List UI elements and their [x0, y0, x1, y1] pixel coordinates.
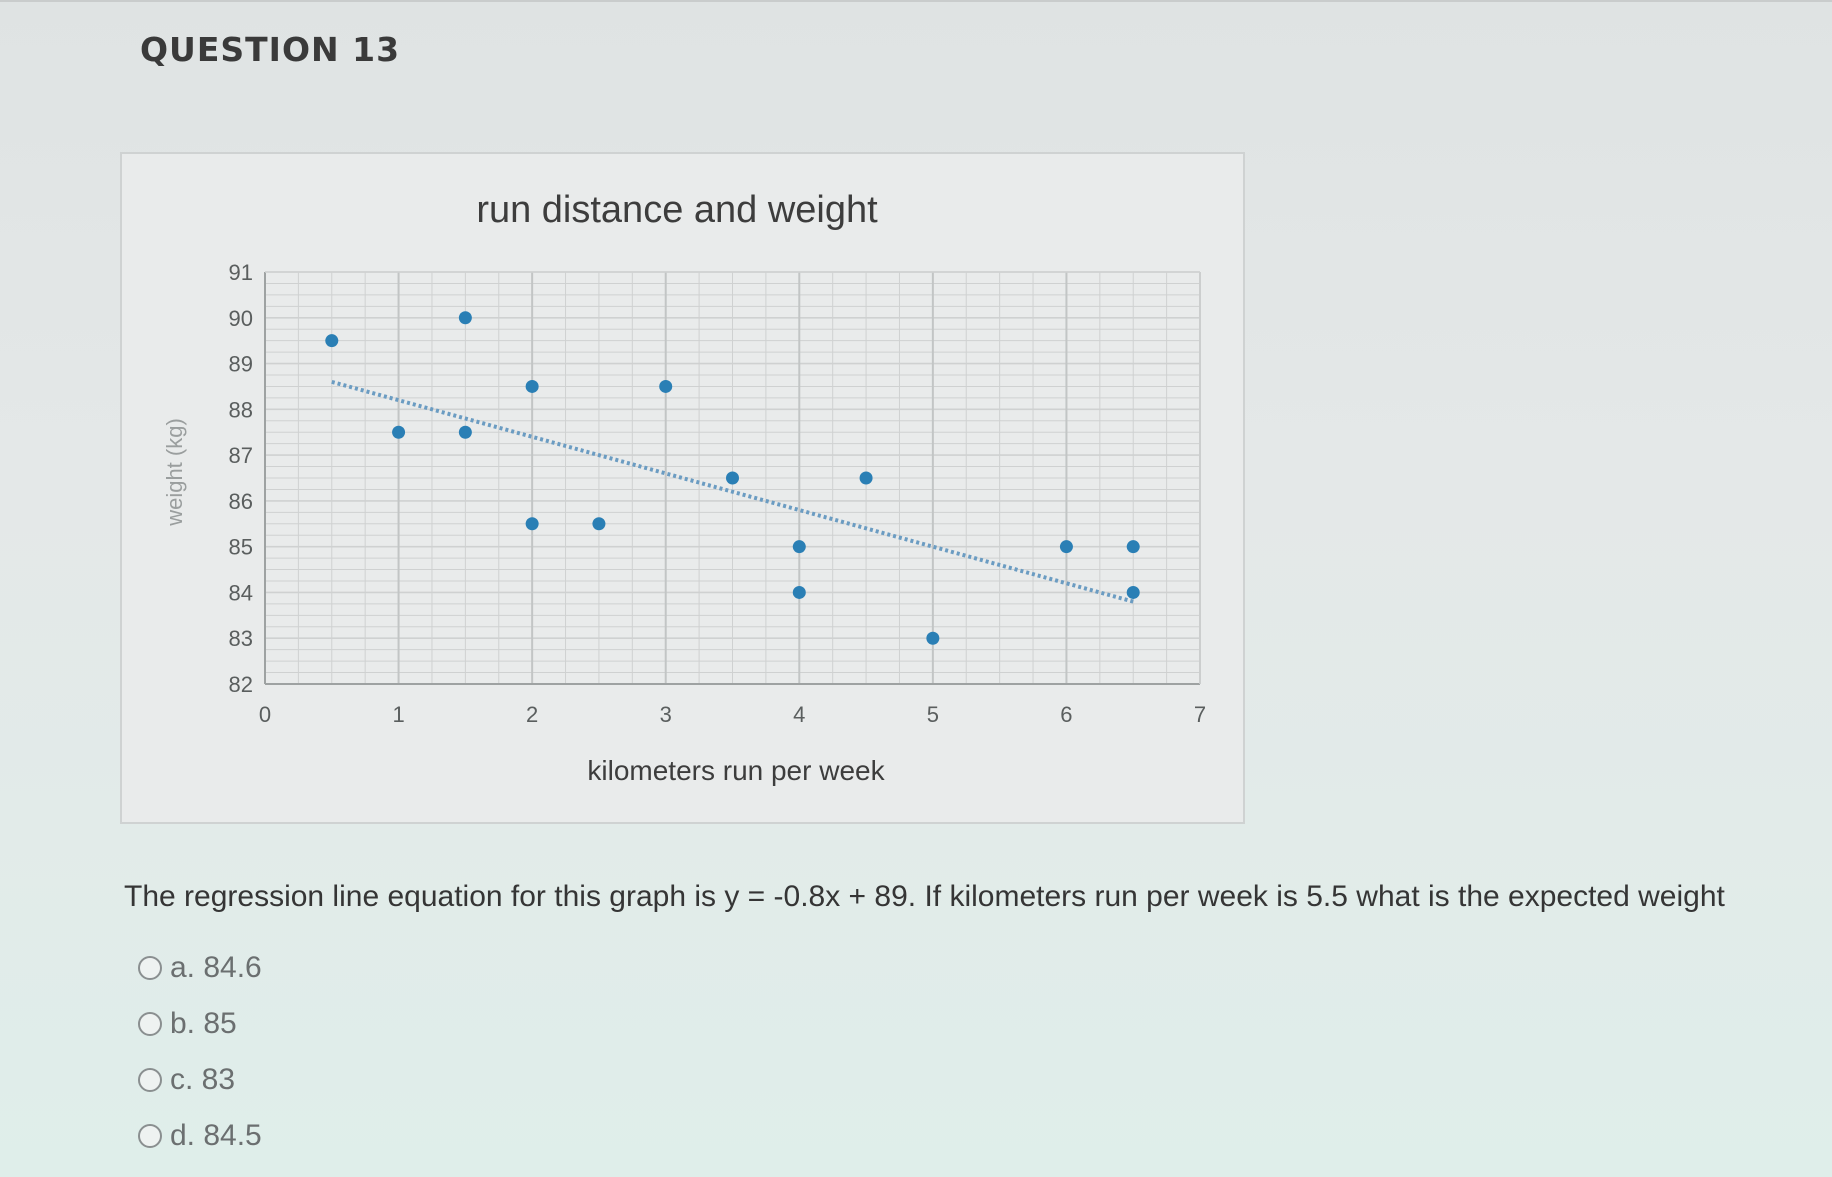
x-axis-label: kilometers run per week: [587, 755, 885, 786]
y-tick-label: 90: [229, 306, 253, 331]
option-label-d: d. 84.5: [170, 1119, 262, 1152]
scatter-chart: run distance and weight kilometers run p…: [162, 189, 1207, 786]
data-point: [1059, 540, 1073, 554]
data-point: [458, 425, 472, 439]
radio-button-c[interactable]: [138, 1068, 162, 1092]
axes: [264, 271, 1201, 685]
option-c[interactable]: c. 83: [138, 1052, 262, 1108]
x-tick-label: 3: [660, 702, 672, 727]
data-point: [458, 311, 472, 325]
chart-title: run distance and weight: [476, 189, 878, 231]
data-point: [792, 585, 806, 599]
data-point: [926, 631, 940, 645]
y-tick-label: 91: [229, 260, 253, 285]
radio-button-d[interactable]: [138, 1124, 162, 1148]
x-tick-label: 6: [1060, 702, 1072, 727]
data-point: [659, 379, 673, 393]
tick-labels: 0 1 2 3 4 5 6 7 82 83 84 85 86 87 88 89 90 91: [229, 260, 1207, 727]
answer-options: a. 84.6 b. 85 c. 83 d. 84.5: [138, 940, 262, 1164]
option-a[interactable]: a. 84.6: [138, 940, 262, 996]
option-label-a: a. 84.6: [170, 951, 262, 984]
radio-button-a[interactable]: [138, 956, 162, 980]
option-label-c: c. 83: [170, 1063, 236, 1096]
trendline-group: [331, 379, 1134, 604]
data-point: [1126, 585, 1140, 599]
data-points: [325, 311, 1140, 645]
y-tick-label: 84: [229, 580, 253, 605]
question-title: QUESTION 13: [140, 30, 401, 69]
option-b[interactable]: b. 85: [138, 996, 262, 1052]
radio-button-b[interactable]: [138, 1012, 162, 1036]
data-point: [1126, 540, 1140, 554]
y-tick-label: 82: [229, 672, 253, 697]
y-tick-label: 87: [229, 443, 253, 468]
data-point: [592, 517, 606, 531]
data-point: [859, 471, 873, 485]
data-point: [325, 334, 339, 348]
y-tick-label: 86: [229, 489, 253, 514]
data-point: [392, 425, 406, 439]
y-tick-label: 83: [229, 626, 253, 651]
option-d[interactable]: d. 84.5: [138, 1108, 262, 1164]
data-point: [726, 471, 739, 485]
top-border: [0, 0, 1832, 2]
y-tick-label: 89: [229, 352, 253, 377]
trendline: [331, 379, 1134, 604]
data-point: [792, 540, 806, 554]
y-tick-label: 85: [229, 535, 253, 560]
x-tick-label: 0: [259, 702, 271, 727]
chart-frame: [120, 152, 1245, 824]
x-tick-label: 4: [793, 702, 805, 727]
x-tick-label: 7: [1194, 702, 1206, 727]
data-point: [525, 517, 539, 531]
data-point: [525, 379, 539, 393]
x-tick-label: 5: [927, 702, 939, 727]
y-tick-label: 88: [229, 397, 253, 422]
question-text: The regression line equation for this gr…: [124, 880, 1725, 913]
x-tick-label: 1: [392, 702, 404, 727]
option-label-b: b. 85: [170, 1007, 237, 1040]
x-tick-label: 2: [526, 702, 538, 727]
y-axis-label: weight (kg): [162, 418, 187, 527]
